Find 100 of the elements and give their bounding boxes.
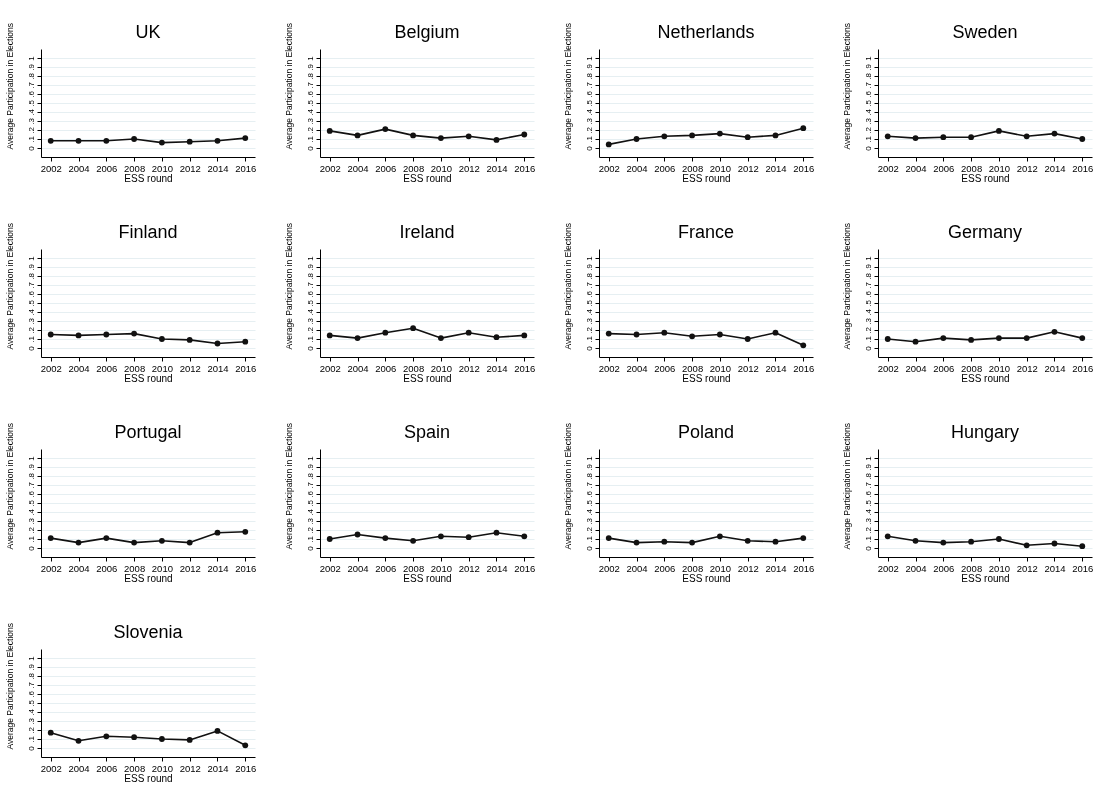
point [493, 136, 500, 143]
y-tick-label: .8 [584, 472, 594, 480]
x-tick-label: 2014 [765, 362, 787, 374]
y-tick-label: .4 [305, 308, 315, 316]
x-tick-label: 2002 [40, 562, 62, 574]
x-tick-label: 2014 [207, 362, 229, 374]
x-tick-label: 2010 [151, 762, 173, 774]
point [214, 340, 221, 347]
y-tick-label: .1 [26, 535, 36, 543]
y-tick-label: .5 [305, 499, 315, 507]
y-tick-label: .7 [863, 81, 873, 89]
y-tick-label: .3 [26, 717, 36, 725]
y-tick-label: .1 [584, 135, 594, 143]
point [689, 333, 696, 340]
point [354, 531, 361, 538]
chart-title: Poland [677, 421, 735, 442]
x-tick-label: 2006 [933, 562, 955, 574]
point [437, 533, 444, 540]
point [158, 736, 165, 742]
y-tick-label: .5 [584, 99, 594, 107]
point [968, 538, 975, 545]
x-tick-label: 2004 [905, 362, 927, 374]
y-tick-label: .2 [863, 326, 873, 334]
point [689, 132, 696, 139]
x-tick-label: 2004 [905, 162, 927, 174]
x-tick-label: 2010 [709, 562, 731, 574]
x-tick-label: 2014 [486, 362, 508, 374]
y-tick-label: .2 [26, 526, 36, 534]
x-tick-label: 2006 [375, 362, 397, 374]
point [772, 329, 779, 336]
y-tick-label: .1 [305, 335, 315, 343]
y-tick-label: .4 [305, 108, 315, 116]
x-tick-label: 2016 [514, 562, 536, 574]
y-tick-label: .3 [863, 517, 873, 525]
y-tick-label: 0 [863, 545, 873, 551]
y-tick-label: .9 [26, 263, 36, 271]
y-tick-label: 1 [26, 655, 36, 661]
x-axis-title: ESS round [682, 173, 731, 184]
chart-title: Belgium [394, 21, 460, 42]
x-tick-label: 2016 [514, 162, 536, 174]
x-tick-label: 2012 [1016, 562, 1038, 574]
y-tick-label: .7 [26, 481, 36, 489]
y-tick-label: .8 [26, 272, 36, 280]
point [772, 132, 779, 139]
y-tick-label: 0 [305, 345, 315, 351]
point [47, 535, 54, 542]
y-tick-label: .5 [863, 499, 873, 507]
y-tick-label: .3 [305, 517, 315, 525]
y-tick-label: .6 [305, 490, 315, 498]
x-tick-label: 2016 [1072, 362, 1094, 374]
x-tick-label: 2004 [626, 562, 648, 574]
y-axis-title: Average Participation in Elections [562, 423, 573, 550]
x-tick-label: 2002 [319, 562, 341, 574]
y-tick-label: .1 [26, 135, 36, 143]
x-tick-label: 2014 [207, 762, 229, 774]
x-tick-label: 2006 [375, 562, 397, 574]
point [912, 537, 919, 544]
y-tick-label: .1 [863, 135, 873, 143]
y-tick-label: .6 [863, 290, 873, 298]
point [131, 330, 138, 337]
point [75, 737, 82, 744]
y-tick-label: .1 [26, 335, 36, 343]
x-tick-label: 2002 [877, 162, 899, 174]
y-tick-label: .9 [305, 63, 315, 71]
y-tick-label: .3 [584, 517, 594, 525]
y-tick-label: .2 [305, 126, 315, 134]
x-tick-label: 2006 [654, 362, 676, 374]
x-axis-title: ESS round [124, 373, 173, 384]
x-axis-title: ESS round [682, 573, 731, 584]
y-tick-label: 0 [863, 145, 873, 151]
x-tick-label: 2016 [235, 562, 257, 574]
y-tick-label: .6 [305, 90, 315, 98]
y-tick-label: .6 [863, 90, 873, 98]
point [326, 332, 333, 339]
y-axis-title: Average Participation in Elections [283, 23, 294, 150]
point [382, 535, 389, 542]
x-tick-label: 2012 [179, 762, 201, 774]
y-tick-label: .6 [26, 90, 36, 98]
x-tick-label: 2014 [1044, 362, 1066, 374]
point [410, 132, 417, 139]
y-tick-label: .2 [26, 126, 36, 134]
point [521, 332, 528, 339]
x-tick-label: 2010 [709, 362, 731, 374]
x-tick-label: 2002 [40, 762, 62, 774]
x-tick-label: 2004 [347, 562, 369, 574]
point [744, 134, 751, 141]
y-tick-label: .1 [584, 335, 594, 343]
point [1079, 335, 1086, 342]
point [465, 133, 472, 140]
y-tick-label: .8 [305, 72, 315, 80]
y-tick-label: .1 [305, 535, 315, 543]
y-tick-label: .3 [584, 317, 594, 325]
y-tick-label: .5 [26, 699, 36, 707]
x-tick-label: 2006 [96, 362, 118, 374]
x-tick-label: 2004 [347, 362, 369, 374]
y-tick-label: .2 [26, 726, 36, 734]
point [1051, 540, 1058, 547]
y-tick-label: .1 [584, 535, 594, 543]
x-tick-label: 2002 [40, 162, 62, 174]
x-tick-label: 2004 [347, 162, 369, 174]
